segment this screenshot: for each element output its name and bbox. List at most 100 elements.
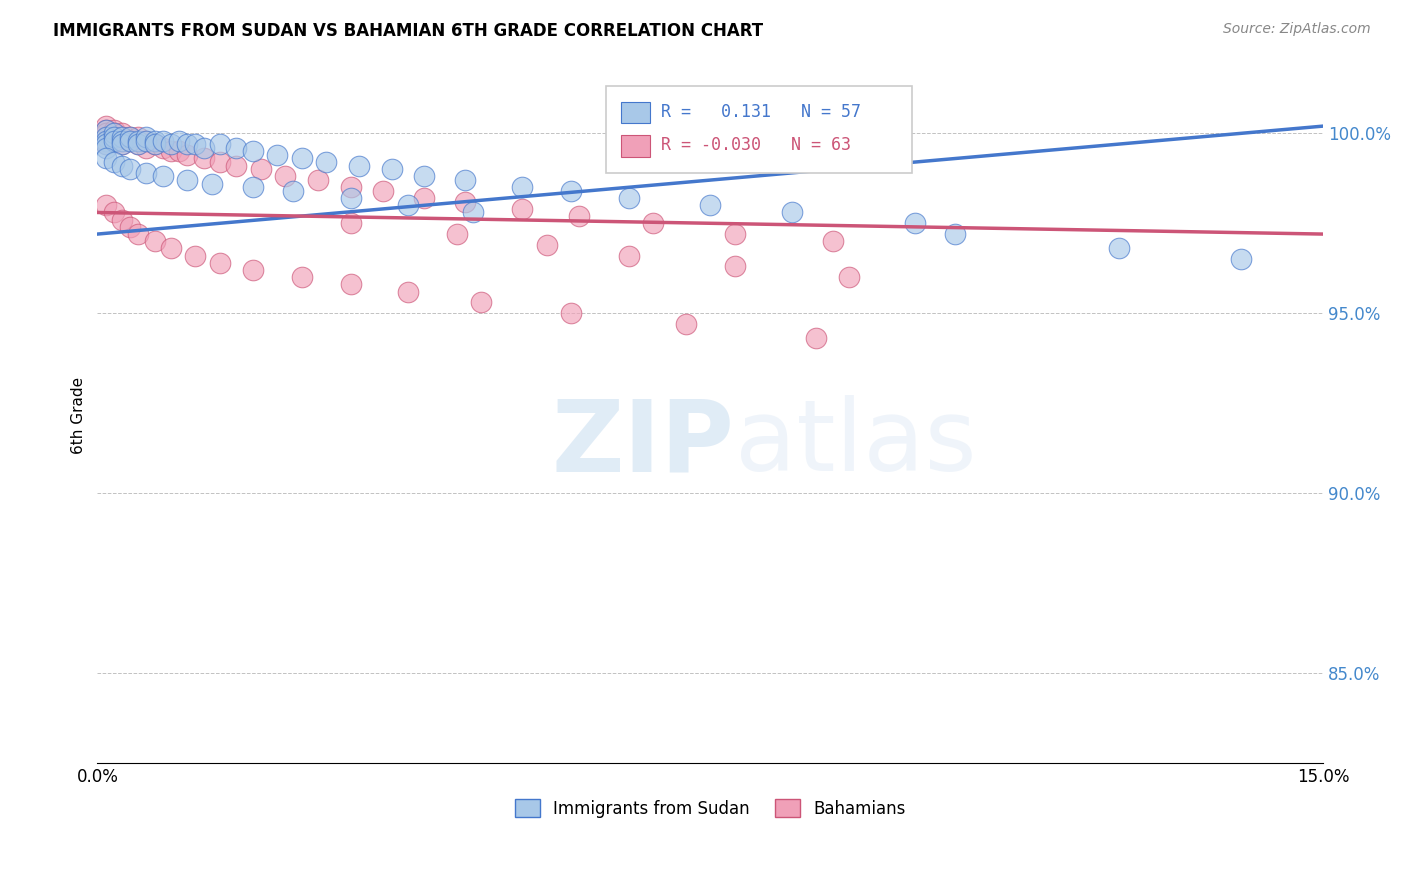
Point	[103, 129, 125, 144]
Point	[274, 169, 297, 184]
Point	[152, 134, 174, 148]
Point	[838, 270, 860, 285]
Legend: Immigrants from Sudan, Bahamians: Immigrants from Sudan, Bahamians	[508, 793, 912, 824]
Point	[208, 155, 231, 169]
Y-axis label: 6th Grade: 6th Grade	[72, 377, 86, 454]
Text: ZIP: ZIP	[553, 395, 735, 492]
Point	[103, 134, 125, 148]
Point	[724, 260, 747, 274]
Point	[242, 263, 264, 277]
Point	[208, 256, 231, 270]
Point	[152, 169, 174, 184]
Point	[127, 227, 149, 241]
Point	[568, 209, 591, 223]
Point	[396, 285, 419, 299]
Point	[143, 134, 166, 148]
Point	[103, 122, 125, 136]
Point	[242, 145, 264, 159]
Point	[347, 159, 370, 173]
Text: R = -0.030   N = 63: R = -0.030 N = 63	[661, 136, 851, 154]
Point	[184, 249, 207, 263]
Point	[127, 137, 149, 152]
Point	[118, 134, 141, 148]
Point	[94, 134, 117, 148]
Point	[339, 277, 361, 292]
Point	[94, 137, 117, 152]
Point	[118, 162, 141, 177]
Point	[160, 137, 183, 152]
Point	[94, 122, 117, 136]
Point	[193, 152, 215, 166]
FancyBboxPatch shape	[621, 136, 650, 157]
Point	[454, 194, 477, 209]
Point	[307, 173, 329, 187]
Point	[903, 216, 925, 230]
Point	[249, 162, 271, 177]
Point	[560, 184, 582, 198]
Point	[167, 134, 190, 148]
Point	[127, 137, 149, 152]
FancyBboxPatch shape	[621, 103, 650, 123]
Point	[724, 227, 747, 241]
Point	[111, 129, 134, 144]
Point	[283, 184, 305, 198]
Point	[446, 227, 468, 241]
Point	[1230, 252, 1253, 267]
Point	[167, 145, 190, 159]
Point	[103, 126, 125, 140]
Point	[103, 129, 125, 144]
FancyBboxPatch shape	[606, 86, 912, 173]
Point	[94, 126, 117, 140]
Point	[94, 152, 117, 166]
Point	[127, 134, 149, 148]
Point	[103, 134, 125, 148]
Point	[396, 198, 419, 212]
Point	[413, 169, 436, 184]
Point	[111, 159, 134, 173]
Point	[118, 129, 141, 144]
Point	[184, 137, 207, 152]
Text: IMMIGRANTS FROM SUDAN VS BAHAMIAN 6TH GRADE CORRELATION CHART: IMMIGRANTS FROM SUDAN VS BAHAMIAN 6TH GR…	[53, 22, 763, 40]
Point	[617, 249, 640, 263]
Point	[339, 180, 361, 194]
Point	[135, 129, 157, 144]
Point	[176, 173, 198, 187]
Point	[413, 191, 436, 205]
Point	[143, 137, 166, 152]
Text: atlas: atlas	[735, 395, 976, 492]
Point	[94, 122, 117, 136]
Point	[94, 119, 117, 133]
Point	[806, 331, 828, 345]
Point	[111, 129, 134, 144]
Point	[339, 216, 361, 230]
Point	[103, 205, 125, 219]
Point	[94, 137, 117, 152]
Point	[94, 198, 117, 212]
Point	[111, 134, 134, 148]
Point	[160, 145, 183, 159]
Point	[127, 129, 149, 144]
Point	[94, 129, 117, 144]
Point	[111, 212, 134, 227]
Point	[103, 155, 125, 169]
Point	[135, 134, 157, 148]
Point	[225, 159, 247, 173]
Point	[103, 126, 125, 140]
Point	[143, 234, 166, 248]
Point	[111, 134, 134, 148]
Point	[510, 202, 533, 216]
Text: R =   0.131   N = 57: R = 0.131 N = 57	[661, 103, 862, 121]
Point	[454, 173, 477, 187]
Point	[143, 137, 166, 152]
Point	[118, 129, 141, 144]
Point	[699, 198, 721, 212]
Point	[380, 162, 402, 177]
Point	[373, 184, 395, 198]
Point	[463, 205, 485, 219]
Point	[225, 141, 247, 155]
Point	[208, 137, 231, 152]
Point	[118, 219, 141, 234]
Point	[111, 137, 134, 152]
Point	[536, 238, 558, 252]
Point	[291, 152, 314, 166]
